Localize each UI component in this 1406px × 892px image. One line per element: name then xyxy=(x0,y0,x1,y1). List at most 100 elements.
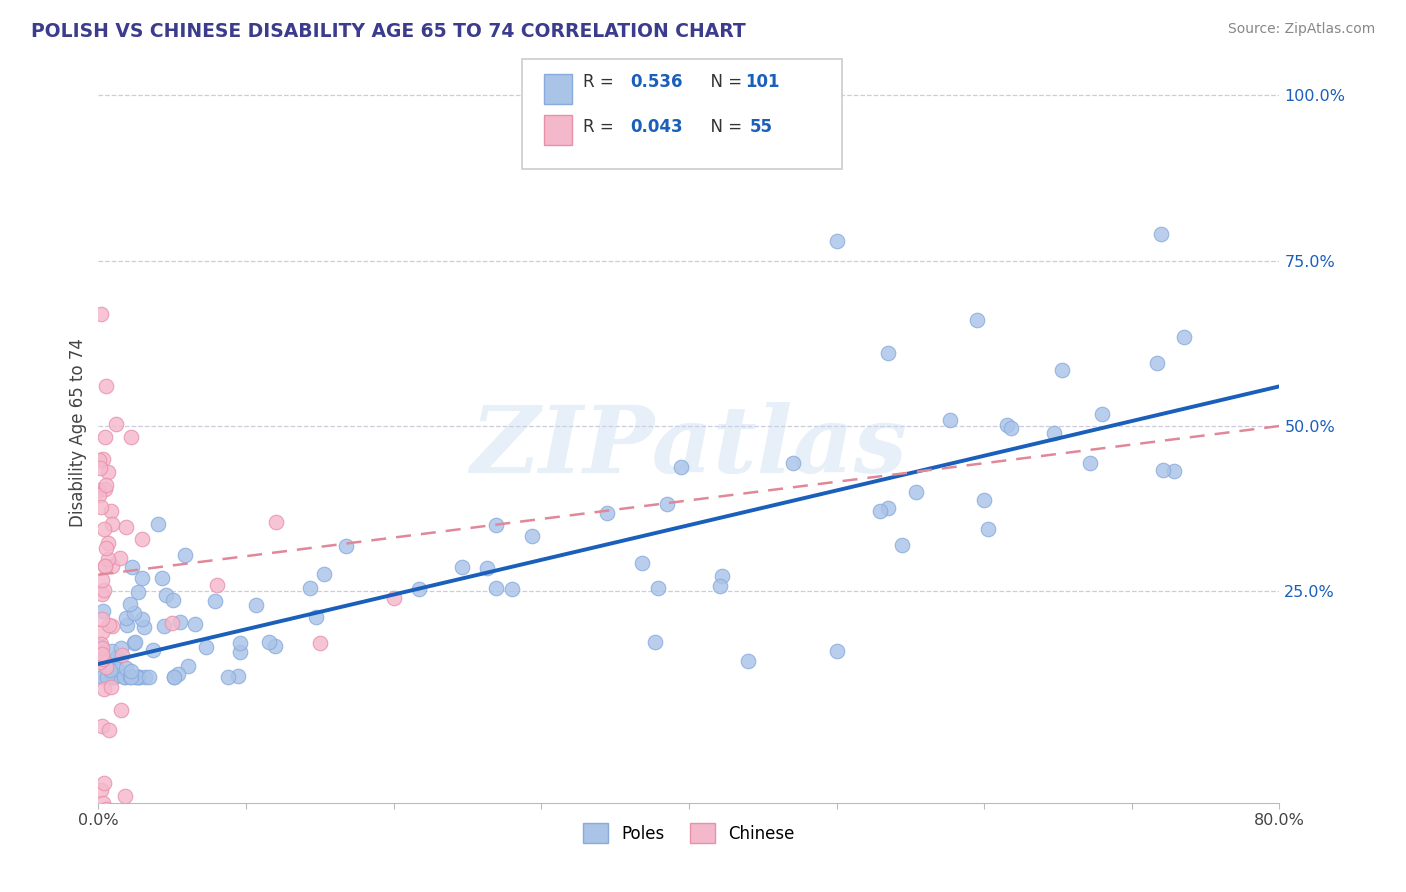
Point xyxy=(671,460,693,475)
Point xyxy=(173,549,195,563)
Point xyxy=(596,506,619,520)
Point xyxy=(522,529,544,543)
Point xyxy=(91,612,114,626)
Point xyxy=(97,465,120,479)
Point xyxy=(107,662,129,676)
Point xyxy=(131,532,153,546)
Y-axis label: Disability Age 65 to 74: Disability Age 65 to 74 xyxy=(69,338,87,527)
Point xyxy=(150,571,173,585)
Point xyxy=(782,456,804,470)
Point xyxy=(501,582,523,597)
Point xyxy=(451,559,474,574)
Legend: Poles, Chinese: Poles, Chinese xyxy=(576,816,801,850)
Point xyxy=(155,588,177,602)
Point xyxy=(169,615,191,630)
Text: 101: 101 xyxy=(745,73,780,91)
Point xyxy=(162,615,183,630)
Point xyxy=(112,670,135,684)
Point xyxy=(122,636,145,650)
Point xyxy=(644,634,666,648)
Point xyxy=(90,638,112,652)
Point xyxy=(120,670,142,684)
Text: POLISH VS CHINESE DISABILITY AGE 65 TO 74 CORRELATION CHART: POLISH VS CHINESE DISABILITY AGE 65 TO 7… xyxy=(31,22,745,41)
Point xyxy=(825,234,848,248)
Point xyxy=(91,652,114,666)
Point xyxy=(298,581,321,595)
Point xyxy=(131,571,153,585)
Point xyxy=(91,641,114,656)
Point xyxy=(101,558,124,573)
Point xyxy=(120,664,142,678)
Point xyxy=(229,645,252,659)
Point xyxy=(97,552,120,566)
Point xyxy=(122,606,145,620)
Point xyxy=(87,488,110,502)
Text: 0.043: 0.043 xyxy=(630,118,682,136)
Point xyxy=(485,581,508,595)
Text: Source: ZipAtlas.com: Source: ZipAtlas.com xyxy=(1227,22,1375,37)
Point xyxy=(114,670,136,684)
Point xyxy=(869,504,891,518)
Point xyxy=(966,313,988,327)
Point xyxy=(152,619,174,633)
Point xyxy=(90,500,112,514)
Point xyxy=(904,485,927,500)
Point xyxy=(107,668,129,682)
Point xyxy=(121,560,143,574)
Point xyxy=(939,413,962,427)
Point xyxy=(245,598,267,612)
Point xyxy=(631,556,654,570)
Point xyxy=(100,517,122,532)
Point xyxy=(194,640,217,654)
Point xyxy=(737,654,759,668)
Point xyxy=(110,640,132,655)
Point xyxy=(408,582,430,596)
Point xyxy=(710,569,733,583)
Point xyxy=(105,649,128,664)
Point xyxy=(335,539,357,553)
Point xyxy=(229,636,252,650)
Point xyxy=(103,670,125,684)
Point xyxy=(128,670,150,684)
Point xyxy=(94,482,117,496)
Point xyxy=(120,597,142,611)
Point xyxy=(87,453,110,467)
Point xyxy=(131,612,153,626)
Point xyxy=(98,664,121,678)
Point xyxy=(115,519,138,533)
Point xyxy=(647,582,669,596)
Point xyxy=(1173,330,1195,344)
Point xyxy=(110,703,132,717)
Point xyxy=(877,500,900,515)
Point xyxy=(1150,227,1173,242)
Point xyxy=(118,670,141,684)
Point xyxy=(138,670,160,684)
Point xyxy=(1163,464,1185,478)
Point xyxy=(91,670,114,684)
Point xyxy=(94,478,117,492)
Point xyxy=(1043,426,1066,441)
Point xyxy=(98,723,121,737)
Point xyxy=(709,579,731,593)
Point xyxy=(91,604,114,618)
Point xyxy=(91,647,114,661)
Point xyxy=(91,587,114,601)
Point xyxy=(96,670,118,684)
Point xyxy=(101,670,124,684)
Point xyxy=(264,515,287,529)
Point xyxy=(657,498,679,512)
Point xyxy=(97,536,120,550)
Point xyxy=(100,680,122,694)
Point xyxy=(163,670,186,684)
Point xyxy=(93,522,115,536)
Point xyxy=(312,567,335,582)
Point xyxy=(111,648,134,662)
Point xyxy=(264,640,287,654)
Point xyxy=(485,518,508,533)
Point xyxy=(125,670,148,684)
Point xyxy=(94,541,117,555)
Point xyxy=(93,559,115,574)
Point xyxy=(100,618,122,632)
Point xyxy=(87,483,110,497)
Point xyxy=(142,642,165,657)
